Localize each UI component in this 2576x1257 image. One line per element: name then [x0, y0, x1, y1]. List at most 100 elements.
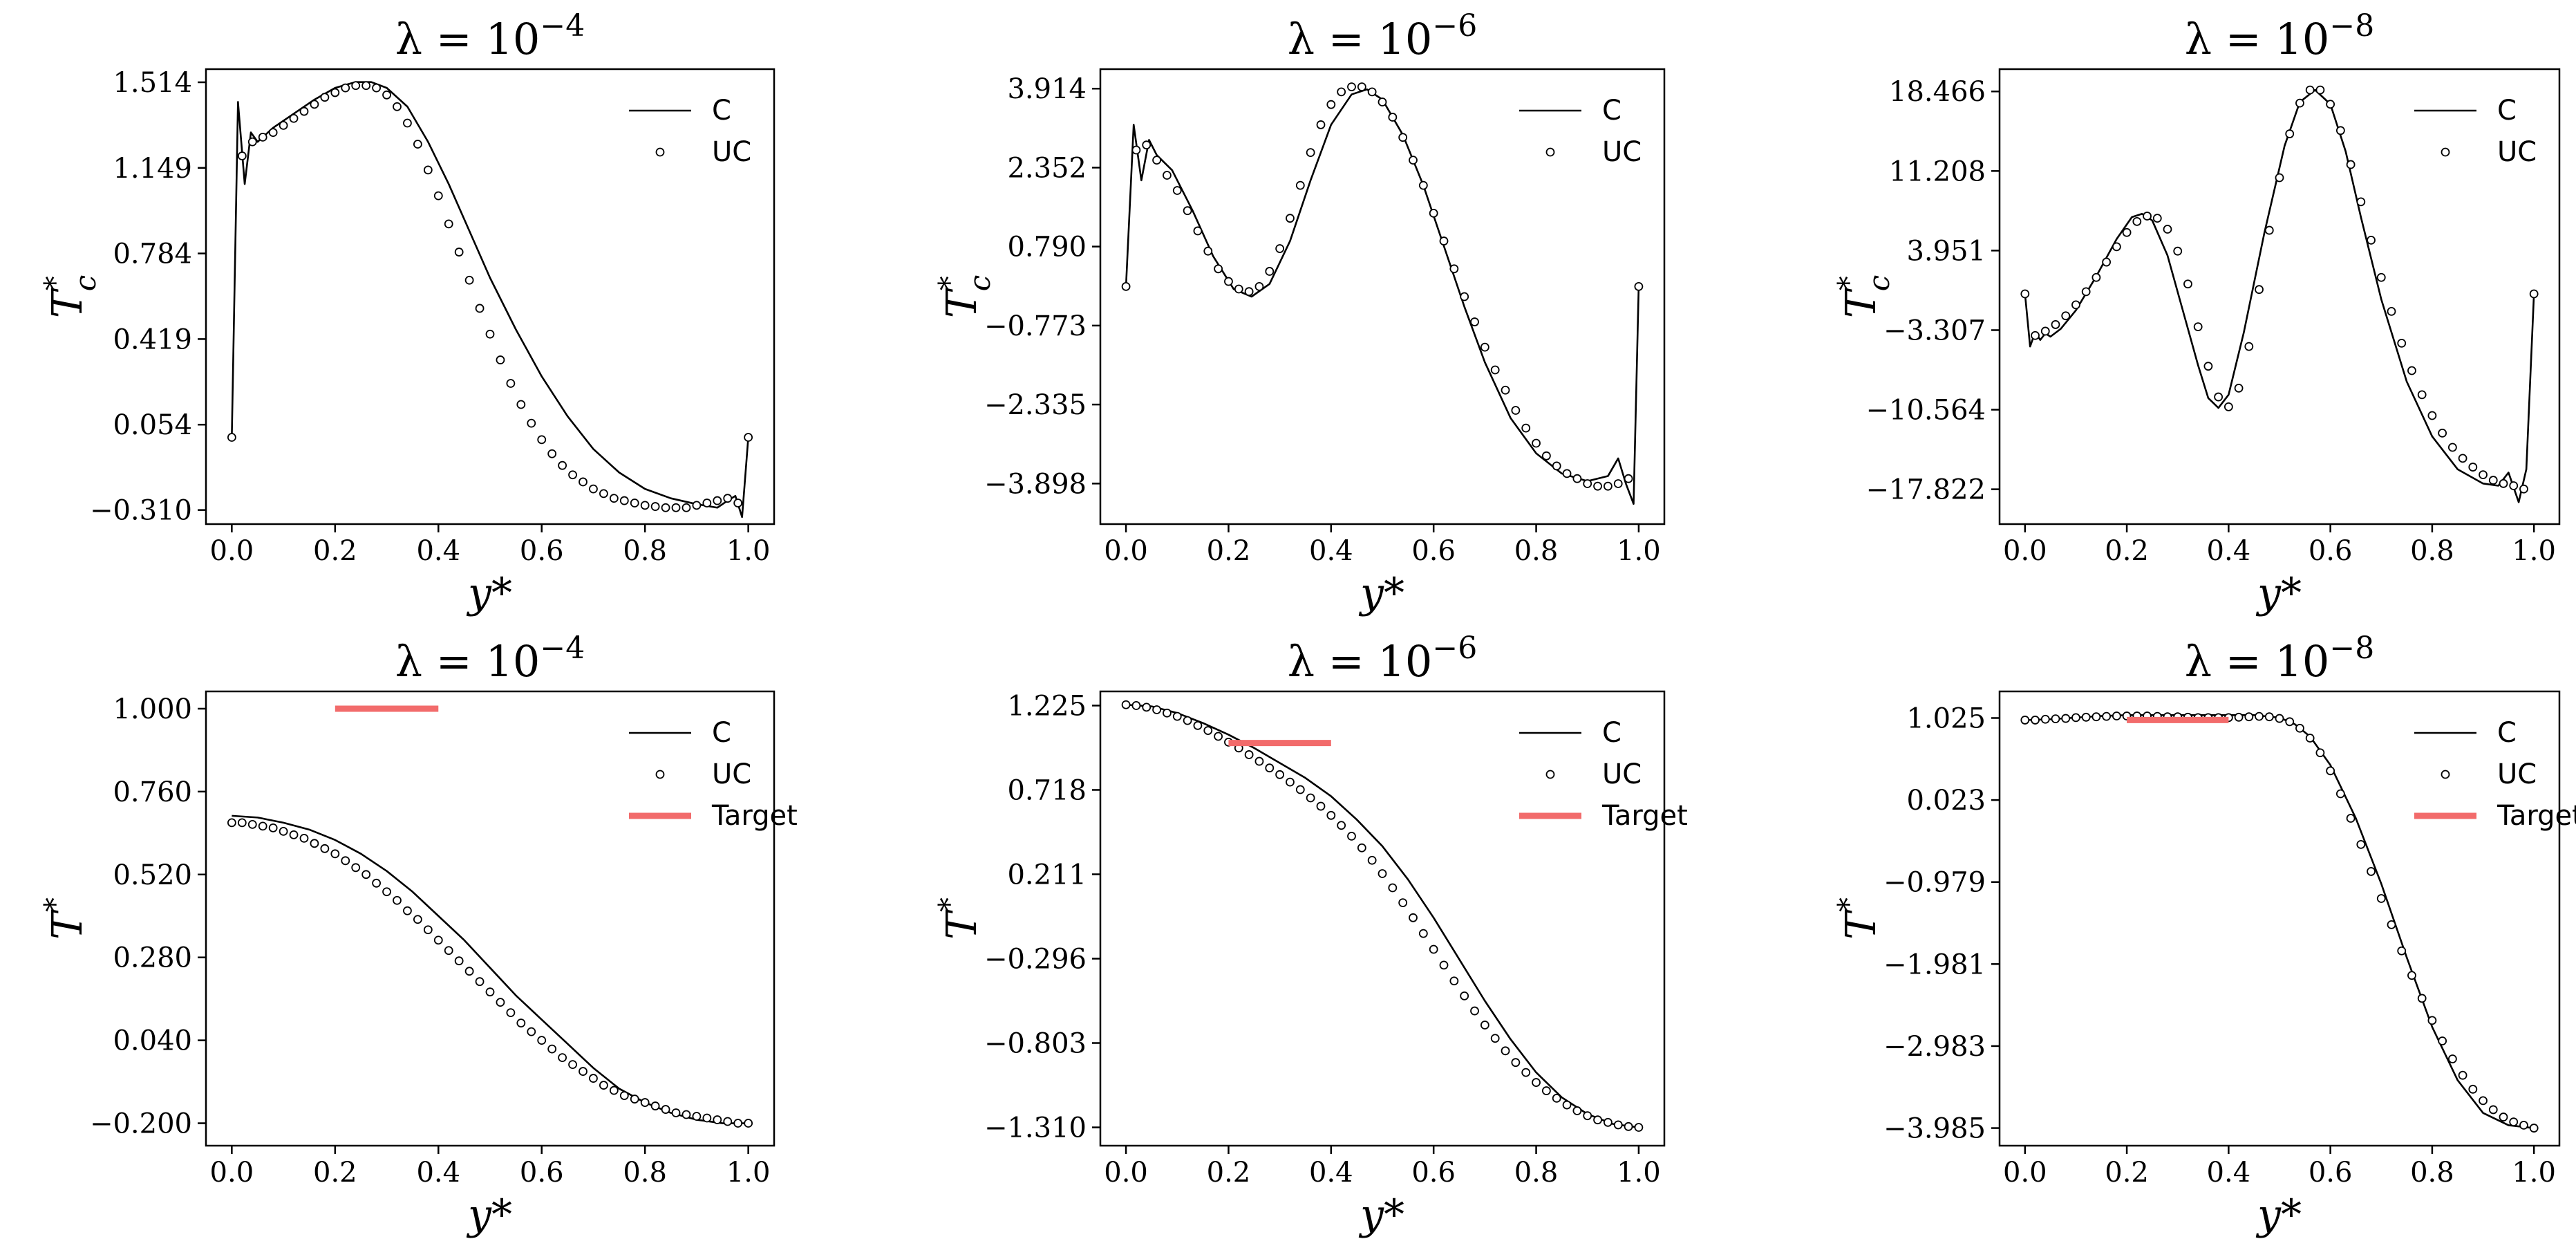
- x-tick-label: 0.8: [2410, 1157, 2454, 1189]
- data-point-uc: [289, 113, 299, 123]
- title-exponent: −6: [1432, 631, 1477, 666]
- data-point-uc: [661, 503, 670, 512]
- data-point-uc: [630, 1095, 639, 1104]
- data-point-uc: [744, 1119, 753, 1128]
- data-point-uc: [1347, 831, 1356, 841]
- data-point-uc: [2040, 326, 2050, 336]
- data-point-uc: [2295, 98, 2304, 108]
- data-point-uc: [485, 987, 495, 997]
- data-point-uc: [310, 839, 319, 848]
- data-point-uc: [423, 925, 433, 935]
- series-line-c: [1126, 703, 1639, 1128]
- x-tick-label: 0.6: [520, 535, 564, 567]
- x-tick-label: 0.6: [2309, 1157, 2353, 1189]
- data-point-uc: [2367, 235, 2376, 245]
- data-point-uc: [2071, 713, 2080, 723]
- data-point-uc: [372, 878, 381, 888]
- data-point-uc: [2051, 320, 2060, 329]
- y-tick-label: −3.985: [1883, 1113, 1986, 1145]
- panel-title: λ = 10−4: [395, 8, 585, 64]
- panel-title: λ = 10−6: [1288, 8, 1477, 64]
- data-point-uc: [2479, 470, 2488, 480]
- data-point-uc: [2275, 714, 2284, 723]
- panel-title: λ = 10−4: [395, 631, 585, 687]
- data-point-uc: [1163, 171, 1172, 180]
- data-point-uc: [382, 887, 391, 897]
- x-axis-label: y*: [2255, 569, 2302, 617]
- y-label-main: T: [1837, 288, 1886, 318]
- x-tick-label: 1.0: [2512, 535, 2556, 567]
- data-point-uc: [661, 1105, 670, 1114]
- y-tick-label: 0.040: [113, 1025, 192, 1057]
- data-point-uc: [2519, 1121, 2528, 1130]
- data-point-uc: [1439, 236, 1449, 245]
- data-point-uc: [1470, 1006, 1479, 1016]
- data-point-uc: [2031, 716, 2040, 725]
- y-tick-label: 2.352: [1007, 152, 1087, 184]
- data-point-uc: [444, 946, 453, 956]
- data-point-uc: [681, 503, 691, 512]
- data-point-uc: [1624, 474, 1633, 483]
- data-point-uc: [299, 106, 309, 116]
- data-point-uc: [413, 140, 422, 149]
- data-point-uc: [1224, 277, 1233, 286]
- legend: C UC: [2414, 95, 2537, 168]
- legend-label: C: [712, 95, 731, 127]
- panel-title: λ = 10−8: [2185, 631, 2374, 687]
- data-point-uc: [2417, 994, 2427, 1003]
- data-point-uc: [299, 833, 309, 843]
- data-point-uc: [2509, 1117, 2519, 1127]
- y-tick-label: 3.914: [1007, 73, 1087, 105]
- data-point-uc: [619, 496, 629, 505]
- data-point-uc: [1347, 82, 1356, 91]
- data-point-uc: [2407, 971, 2416, 980]
- data-point-uc: [341, 83, 350, 93]
- y-tick-label: −3.307: [1883, 315, 1986, 346]
- data-point-uc: [2102, 257, 2112, 267]
- axes-frame: [205, 690, 775, 1147]
- data-point-uc: [1634, 1123, 1644, 1132]
- data-point-uc: [1532, 438, 1541, 448]
- data-point-uc: [1449, 264, 1459, 274]
- data-point-uc: [723, 1117, 733, 1126]
- legend-swatch-marker: [1545, 147, 1555, 157]
- x-tick-label: 0.4: [1309, 535, 1353, 567]
- x-tick-label: 0.8: [1514, 535, 1559, 567]
- data-point-uc: [2255, 285, 2264, 295]
- data-point-uc: [320, 844, 330, 853]
- x-tick-label: 0.6: [1411, 535, 1456, 567]
- data-point-uc: [247, 137, 257, 147]
- series-uc: [2020, 85, 2539, 494]
- panel-top-left: 0.0 0.2 0.4 0.6 0.8 1.0 1.514 1.149 0.784 0.419 0.…: [38, 8, 775, 617]
- y-tick-label: 0.054: [113, 409, 192, 441]
- x-tick-label: 0.8: [623, 535, 667, 567]
- data-point-uc: [702, 1113, 712, 1123]
- legend: C UC Target: [629, 717, 798, 832]
- data-point-uc: [454, 248, 464, 257]
- data-point-uc: [2152, 214, 2162, 223]
- data-point-uc: [568, 470, 577, 480]
- y-axis-label: T*c: [932, 275, 997, 319]
- data-point-uc: [2264, 225, 2274, 235]
- data-point-uc: [1378, 869, 1387, 878]
- data-point-uc: [1131, 145, 1141, 155]
- data-point-uc: [351, 863, 361, 873]
- data-point-uc: [527, 1027, 536, 1036]
- data-point-uc: [2427, 411, 2437, 420]
- data-point-uc: [1378, 97, 1387, 106]
- y-label-sup: *: [38, 276, 72, 290]
- data-point-uc: [475, 304, 485, 313]
- data-point-uc: [1265, 763, 1275, 773]
- data-point-uc: [2499, 1112, 2508, 1121]
- data-point-uc: [1398, 898, 1408, 908]
- title-exponent: −8: [2329, 8, 2374, 44]
- data-point-uc: [692, 501, 702, 510]
- data-point-uc: [1388, 113, 1398, 122]
- legend-label: UC: [2497, 758, 2537, 790]
- y-tick-label: 0.211: [1007, 859, 1087, 891]
- data-point-uc: [279, 826, 288, 836]
- data-point-uc: [1490, 365, 1500, 375]
- data-point-uc: [1613, 1120, 1623, 1130]
- data-point-uc: [1131, 701, 1141, 710]
- data-point-uc: [1357, 82, 1366, 91]
